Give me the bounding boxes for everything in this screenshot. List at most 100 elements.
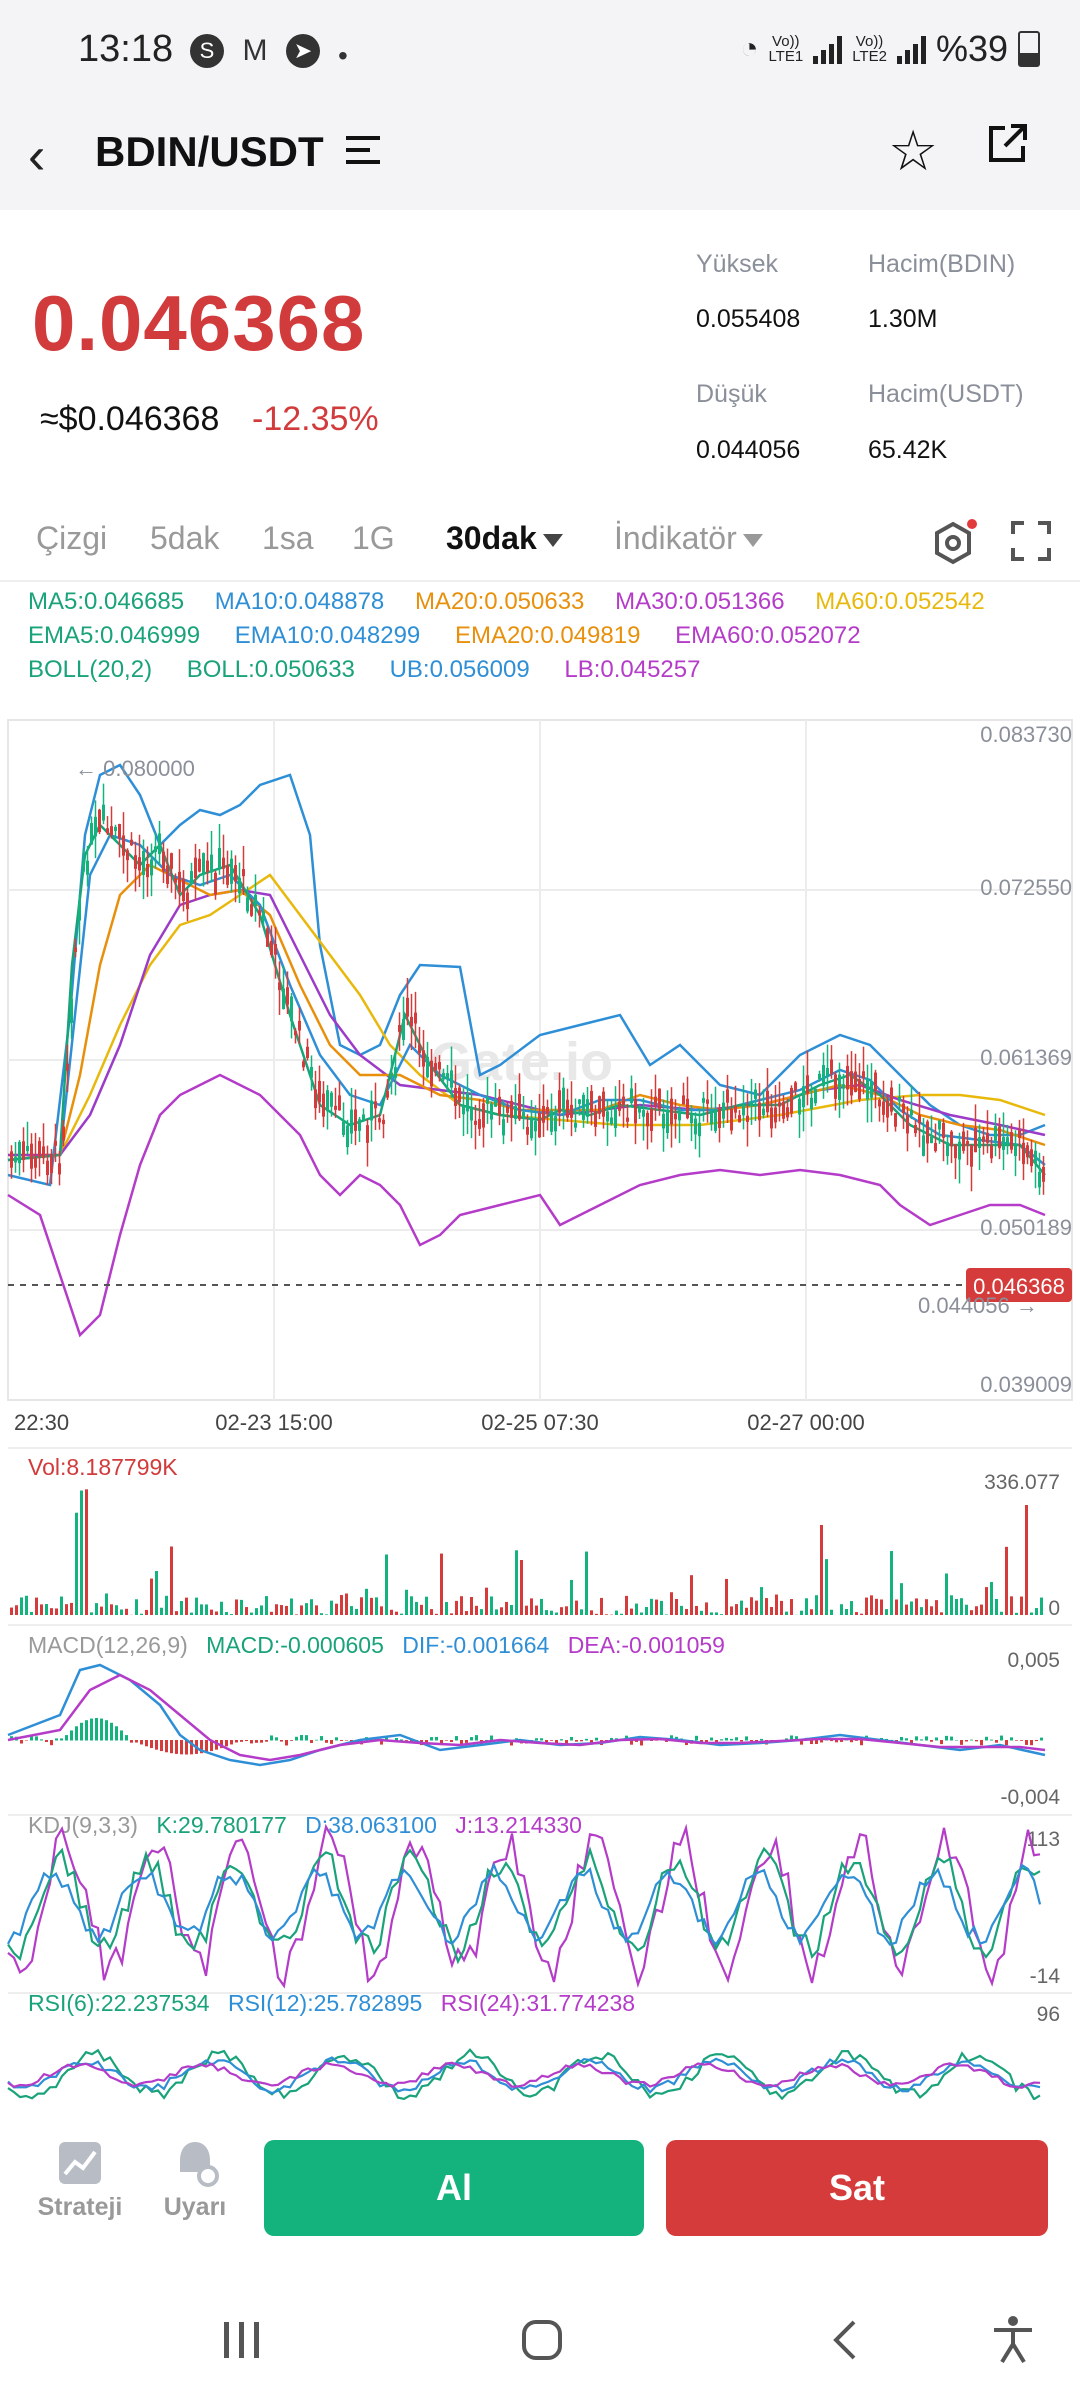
candle bbox=[478, 1119, 481, 1129]
candle bbox=[810, 1097, 813, 1110]
kdj-bottom-tick: -14 bbox=[1030, 1965, 1061, 1988]
kdj-lines bbox=[7, 1823, 1042, 1989]
candle bbox=[766, 1090, 769, 1113]
volume-bar bbox=[190, 1612, 193, 1615]
macd-legend: MACD(12,26,9) MACD:-0.000605 DIF:-0.0016… bbox=[28, 1632, 725, 1658]
wifi-icon: ◔ bbox=[740, 32, 759, 65]
candle bbox=[906, 1114, 909, 1134]
volume-bar bbox=[890, 1551, 893, 1615]
candle bbox=[242, 869, 245, 877]
macd-bar bbox=[990, 1739, 993, 1741]
macd-bar bbox=[160, 1740, 163, 1752]
volume-bar bbox=[515, 1550, 518, 1615]
tab-1h[interactable]: 1sa bbox=[262, 520, 314, 556]
volume-bar bbox=[455, 1600, 458, 1615]
volume-bar bbox=[90, 1612, 93, 1615]
macd-bar bbox=[235, 1740, 238, 1743]
macd-bar bbox=[30, 1735, 33, 1741]
candle bbox=[134, 855, 137, 869]
strategy-button[interactable]: Strateji bbox=[30, 2138, 130, 2222]
volume-bar bbox=[920, 1607, 923, 1615]
candle bbox=[30, 1143, 33, 1169]
macd-bar bbox=[310, 1740, 313, 1743]
candle bbox=[106, 828, 109, 834]
macd-bar bbox=[180, 1740, 183, 1755]
volume-bar bbox=[565, 1606, 568, 1615]
volume-bar bbox=[225, 1612, 228, 1615]
volume-bar bbox=[395, 1611, 398, 1615]
volume-bar bbox=[980, 1604, 983, 1615]
macd-bar bbox=[165, 1740, 168, 1753]
tab-5min[interactable]: 5dak bbox=[150, 520, 220, 556]
candle bbox=[666, 1109, 669, 1134]
volume-bar bbox=[650, 1598, 653, 1615]
candle bbox=[234, 865, 237, 882]
candle bbox=[18, 1141, 21, 1164]
macd-value: MACD:-0.000605 bbox=[206, 1632, 384, 1658]
candle bbox=[866, 1078, 869, 1100]
kline-chart[interactable]: Gate.io 0.046368 ← 0.080000 0.044056 → 0… bbox=[0, 715, 1080, 2100]
chart-settings-icon[interactable] bbox=[928, 518, 978, 568]
volume-bar bbox=[1020, 1596, 1023, 1615]
share-icon[interactable] bbox=[985, 122, 1029, 166]
sell-button[interactable]: Sat bbox=[666, 2140, 1048, 2236]
volume-bar bbox=[1010, 1596, 1013, 1615]
volume-bar bbox=[930, 1606, 933, 1615]
volume-bar bbox=[115, 1605, 118, 1615]
volume-bar bbox=[960, 1598, 963, 1615]
candle bbox=[410, 1016, 413, 1027]
star-icon[interactable]: ☆ bbox=[888, 119, 939, 182]
candle bbox=[366, 1125, 369, 1143]
status-bar: 13:18 S M ➤ • ◔ Vo)) LTE1 Vo)) LTE2 %39 bbox=[0, 0, 1080, 110]
tab-line[interactable]: Çizgi bbox=[36, 520, 108, 556]
accessibility-icon[interactable] bbox=[990, 2314, 1036, 2364]
tab-1d[interactable]: 1G bbox=[352, 520, 395, 556]
buy-button[interactable]: Al bbox=[264, 2140, 644, 2236]
pair-title[interactable]: BDIN/USDT bbox=[95, 128, 324, 175]
ema10-value: EMA10:0.048299 bbox=[234, 622, 421, 649]
tab-30min[interactable]: 30dak bbox=[446, 520, 563, 557]
volume-bar bbox=[725, 1578, 728, 1615]
candle bbox=[942, 1122, 945, 1138]
candle bbox=[638, 1107, 641, 1113]
volume-bar bbox=[280, 1605, 283, 1615]
y-tick: 0.061369 bbox=[980, 1045, 1072, 1070]
volume-bar bbox=[15, 1605, 18, 1615]
volume-bar bbox=[275, 1604, 278, 1615]
alert-button[interactable]: Uyarı bbox=[145, 2138, 245, 2222]
macd-bar bbox=[25, 1740, 28, 1741]
candle bbox=[726, 1089, 729, 1103]
macd-bar bbox=[230, 1740, 233, 1745]
ema5-value: EMA5:0.046999 bbox=[28, 622, 201, 649]
volume-bar bbox=[870, 1595, 873, 1615]
candle bbox=[794, 1082, 797, 1091]
macd-bar bbox=[345, 1740, 348, 1741]
volume-base-label: Hacim(BDIN) bbox=[868, 250, 1016, 278]
recent-apps-icon[interactable] bbox=[220, 2320, 264, 2360]
fullscreen-icon[interactable] bbox=[1010, 520, 1052, 562]
volume-bar bbox=[145, 1609, 148, 1615]
tab-indicator[interactable]: İndikatör bbox=[614, 520, 763, 557]
macd-bar bbox=[90, 1718, 93, 1741]
candle bbox=[522, 1112, 525, 1119]
back-arrow-icon[interactable]: ‹ bbox=[28, 127, 46, 185]
candle bbox=[998, 1126, 1001, 1149]
kdj-top-tick: 113 bbox=[1027, 1828, 1060, 1851]
volume-bar bbox=[575, 1600, 578, 1615]
list-menu-icon[interactable] bbox=[346, 136, 380, 172]
back-nav-icon[interactable] bbox=[828, 2318, 864, 2362]
volume-bar bbox=[940, 1612, 943, 1615]
rsi-lines bbox=[7, 2048, 1041, 2100]
alert-bell-icon bbox=[180, 2142, 219, 2187]
candle bbox=[338, 1095, 341, 1111]
volume-bar bbox=[470, 1597, 473, 1615]
home-icon[interactable] bbox=[520, 2318, 564, 2362]
candle bbox=[470, 1107, 473, 1121]
candle bbox=[654, 1096, 657, 1106]
volume-bar bbox=[1000, 1611, 1003, 1615]
candle bbox=[742, 1105, 745, 1116]
ma10-line bbox=[7, 833, 1046, 1166]
candle bbox=[74, 947, 77, 952]
candle bbox=[842, 1084, 845, 1089]
candle bbox=[354, 1109, 357, 1131]
